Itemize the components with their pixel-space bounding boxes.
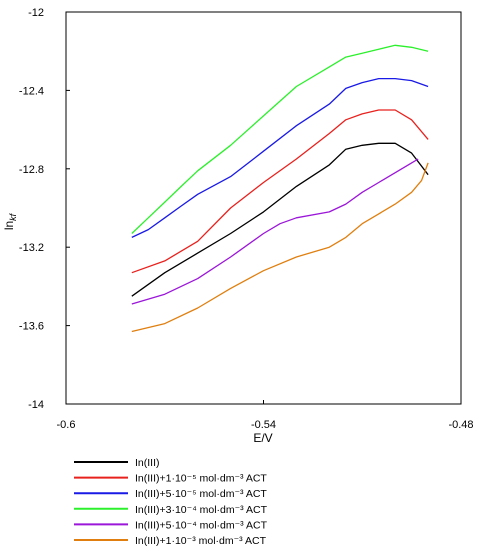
y-tick-label: -12.4: [19, 85, 44, 97]
y-axis-title-sub: kf: [8, 212, 18, 221]
series-line-4: [131, 158, 419, 305]
y-tick-label: -12.8: [19, 164, 44, 176]
legend-label: In(III): [135, 457, 160, 469]
x-tick-label: -0.6: [57, 419, 76, 431]
y-tick-label: -14: [28, 399, 44, 411]
y-axis-title-main: ln: [2, 221, 16, 230]
x-axis-title: E/V: [253, 431, 272, 445]
y-tick-label: -12: [28, 7, 44, 19]
legend-label: In(III)+5·10⁻⁵ mol·dm⁻³ ACT: [135, 488, 267, 500]
series-line-1: [131, 109, 429, 274]
series-lines: [131, 44, 429, 333]
series-line-2: [131, 77, 429, 238]
plot-frame: [65, 11, 462, 405]
x-axis: -0.6 -0.54 -0.48: [57, 400, 474, 431]
legend-label: In(III)+5·10⁻⁴ mol·dm⁻³ ACT: [135, 519, 268, 531]
legend-label: In(III)+1·10⁻³ mol·dm⁻³ ACT: [135, 535, 267, 547]
y-tick-label: -13.6: [19, 321, 44, 333]
plot-area: [65, 11, 462, 405]
series-line-5: [131, 162, 429, 333]
x-tick-label: -0.54: [251, 419, 276, 431]
series-line-3: [131, 44, 429, 234]
series-line-0: [131, 142, 429, 297]
x-tick-label: -0.48: [448, 419, 473, 431]
y-tick-label: -13.2: [19, 242, 44, 254]
y-axis-title: lnkf: [2, 212, 18, 230]
legend: In(III) In(III)+1·10⁻⁵ mol·dm⁻³ ACT In(III…: [74, 457, 268, 547]
legend-label: In(III)+1·10⁻⁵ mol·dm⁻³ ACT: [135, 473, 267, 485]
legend-label: In(III)+3·10⁻⁴ mol·dm⁻³ ACT: [135, 504, 268, 516]
y-axis: -12 -12.4 -12.8 -13.2 -13.6 -14: [19, 7, 70, 411]
